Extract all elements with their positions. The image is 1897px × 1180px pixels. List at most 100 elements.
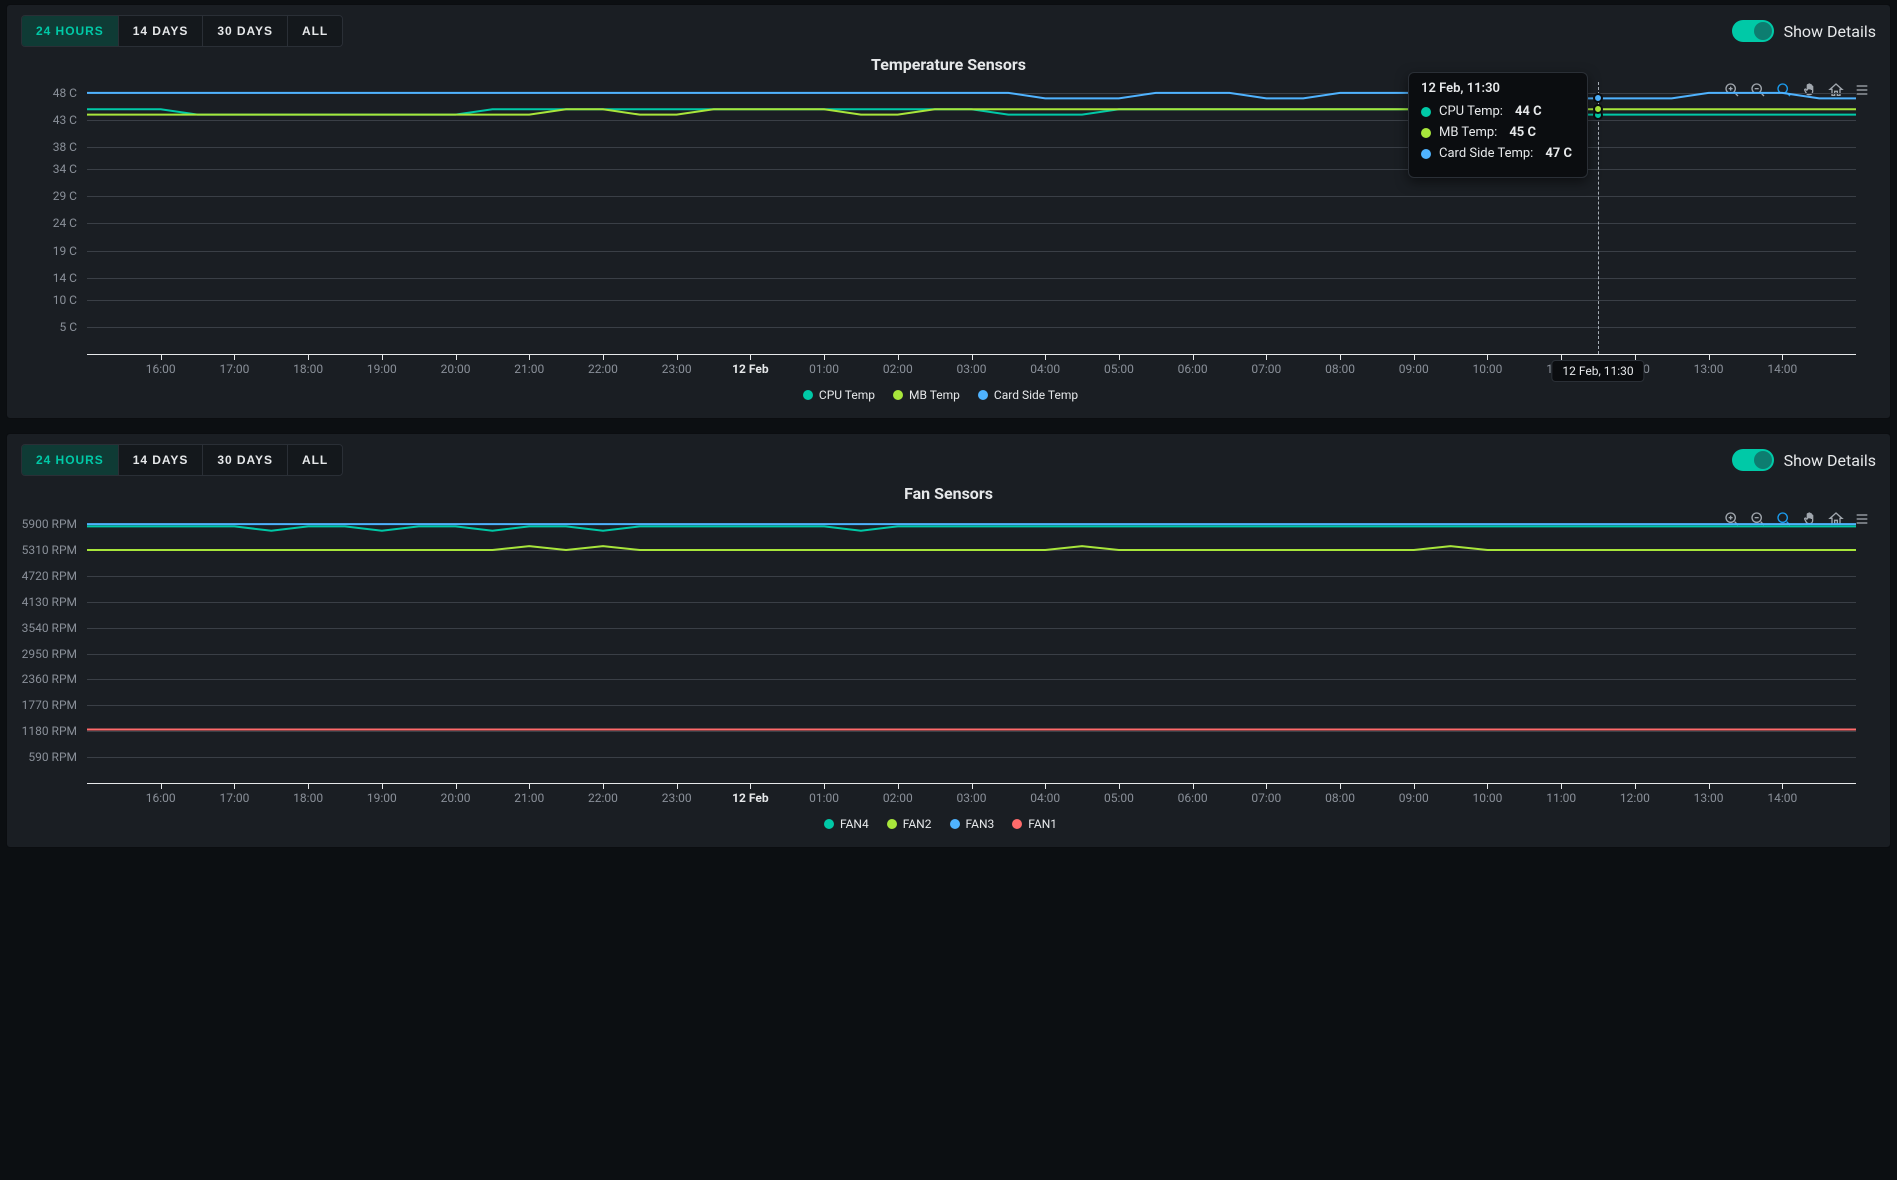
x-tick (1266, 354, 1267, 360)
x-tick-label: 07:00 (1251, 362, 1281, 376)
x-tick-label: 23:00 (662, 362, 692, 376)
x-tick-label: 11:00 (1546, 791, 1576, 805)
x-tick (972, 783, 973, 789)
show-details-toggle[interactable] (1732, 20, 1774, 42)
series-line-fan4 (87, 526, 1856, 530)
legend-label: FAN3 (966, 817, 995, 831)
show-details-label: Show Details (1784, 22, 1876, 41)
x-tick (1782, 354, 1783, 360)
x-tick (972, 354, 973, 360)
range-button-all[interactable]: All (288, 445, 342, 475)
series-svg (87, 511, 1856, 783)
x-tick-label: 02:00 (883, 791, 913, 805)
legend-label: FAN4 (840, 817, 869, 831)
x-tick-label: 12 Feb (732, 362, 768, 376)
x-tick-label: 08:00 (1325, 791, 1355, 805)
y-tick-label: 24 C (53, 216, 77, 230)
x-tick-label: 17:00 (219, 791, 249, 805)
legend-item[interactable]: FAN3 (950, 817, 995, 831)
chart-area: 590 RPM1180 RPM1770 RPM2360 RPM2950 RPM3… (7, 511, 1890, 831)
x-tick (1193, 354, 1194, 360)
x-tick-label: 20:00 (441, 791, 471, 805)
x-tick (677, 783, 678, 789)
legend-label: MB Temp (909, 388, 960, 402)
x-tick-label: 04:00 (1030, 362, 1060, 376)
y-tick-label: 29 C (53, 189, 77, 203)
legend: CPU Temp MB Temp Card Side Temp (7, 388, 1874, 402)
legend-item[interactable]: FAN4 (824, 817, 869, 831)
x-tick (1561, 783, 1562, 789)
x-tick (234, 783, 235, 789)
y-tick-label: 2360 RPM (22, 672, 77, 686)
range-button-24-hours[interactable]: 24 Hours (22, 445, 119, 475)
legend-item[interactable]: MB Temp (893, 388, 960, 402)
x-tick (1045, 354, 1046, 360)
hover-marker (1593, 104, 1603, 114)
range-button-14-days[interactable]: 14 Days (119, 16, 204, 46)
x-tick-label: 23:00 (662, 791, 692, 805)
tooltip-series-value: 44 C (1515, 104, 1542, 119)
y-tick-label: 34 C (53, 162, 77, 176)
legend-dot (887, 819, 897, 829)
x-tick-label: 09:00 (1399, 362, 1429, 376)
panel-header: 24 Hours14 Days30 DaysAll Show Details (7, 5, 1890, 49)
x-tick (824, 783, 825, 789)
x-tick-label: 01:00 (809, 362, 839, 376)
y-tick-label: 4720 RPM (22, 569, 77, 583)
tooltip-dot (1421, 107, 1431, 117)
legend-label: Card Side Temp (994, 388, 1078, 402)
tooltip-title: 12 Feb, 11:30 (1421, 81, 1575, 96)
legend-dot (950, 819, 960, 829)
x-tick-label: 21:00 (514, 791, 544, 805)
y-tick-label: 19 C (53, 244, 77, 258)
range-button-30-days[interactable]: 30 Days (203, 16, 288, 46)
time-range-group: 24 Hours14 Days30 DaysAll (21, 444, 343, 476)
legend-item[interactable]: FAN1 (1012, 817, 1057, 831)
x-tick (1782, 783, 1783, 789)
x-tick (750, 354, 751, 360)
x-tick (529, 783, 530, 789)
chart-plot[interactable]: 5 C10 C14 C19 C24 C29 C34 C38 C43 C48 C1… (7, 82, 1874, 382)
range-button-all[interactable]: All (288, 16, 342, 46)
chart-plot[interactable]: 590 RPM1180 RPM1770 RPM2360 RPM2950 RPM3… (7, 511, 1874, 811)
x-tick-label: 09:00 (1399, 791, 1429, 805)
fan-panel: 24 Hours14 Days30 DaysAllShow Details Fan… (6, 433, 1891, 848)
tooltip-row: CPU Temp:44 C (1421, 104, 1575, 119)
x-tick (161, 354, 162, 360)
legend-item[interactable]: FAN2 (887, 817, 932, 831)
x-tick (1266, 783, 1267, 789)
legend-dot (803, 390, 813, 400)
y-axis: 5 C10 C14 C19 C24 C29 C34 C38 C43 C48 C (7, 82, 85, 354)
legend-item[interactable]: Card Side Temp (978, 388, 1078, 402)
x-tick-label: 06:00 (1178, 791, 1208, 805)
x-tick-label: 06:00 (1178, 362, 1208, 376)
y-tick-label: 14 C (53, 271, 77, 285)
x-tick-label: 12 Feb (732, 791, 768, 805)
tooltip-series-value: 47 C (1545, 146, 1572, 161)
x-tick-label: 22:00 (588, 362, 618, 376)
panel-header: 24 Hours14 Days30 DaysAllShow Details (7, 434, 1890, 478)
x-tick-label: 03:00 (957, 791, 987, 805)
range-button-14-days[interactable]: 14 Days (119, 445, 204, 475)
series-line-fan2 (87, 546, 1856, 550)
x-tick-label: 18:00 (293, 362, 323, 376)
range-button-30-days[interactable]: 30 Days (203, 445, 288, 475)
x-tick (1487, 783, 1488, 789)
plot-region (87, 511, 1856, 783)
legend-dot (893, 390, 903, 400)
y-tick-label: 5310 RPM (22, 543, 77, 557)
x-tick (1414, 354, 1415, 360)
tooltip-dot (1421, 149, 1431, 159)
x-tick-label: 20:00 (441, 362, 471, 376)
show-details-toggle[interactable] (1732, 449, 1774, 471)
chart-title: Fan Sensors (7, 484, 1890, 503)
legend-label: CPU Temp (819, 388, 875, 402)
y-tick-label: 48 C (53, 86, 77, 100)
x-tick (308, 354, 309, 360)
range-button-24-hours[interactable]: 24 Hours (22, 16, 119, 46)
x-tick-label: 12:00 (1620, 791, 1650, 805)
legend-item[interactable]: CPU Temp (803, 388, 875, 402)
time-range-group: 24 Hours14 Days30 DaysAll (21, 15, 343, 47)
x-tick (382, 783, 383, 789)
x-tick-label: 13:00 (1694, 362, 1724, 376)
